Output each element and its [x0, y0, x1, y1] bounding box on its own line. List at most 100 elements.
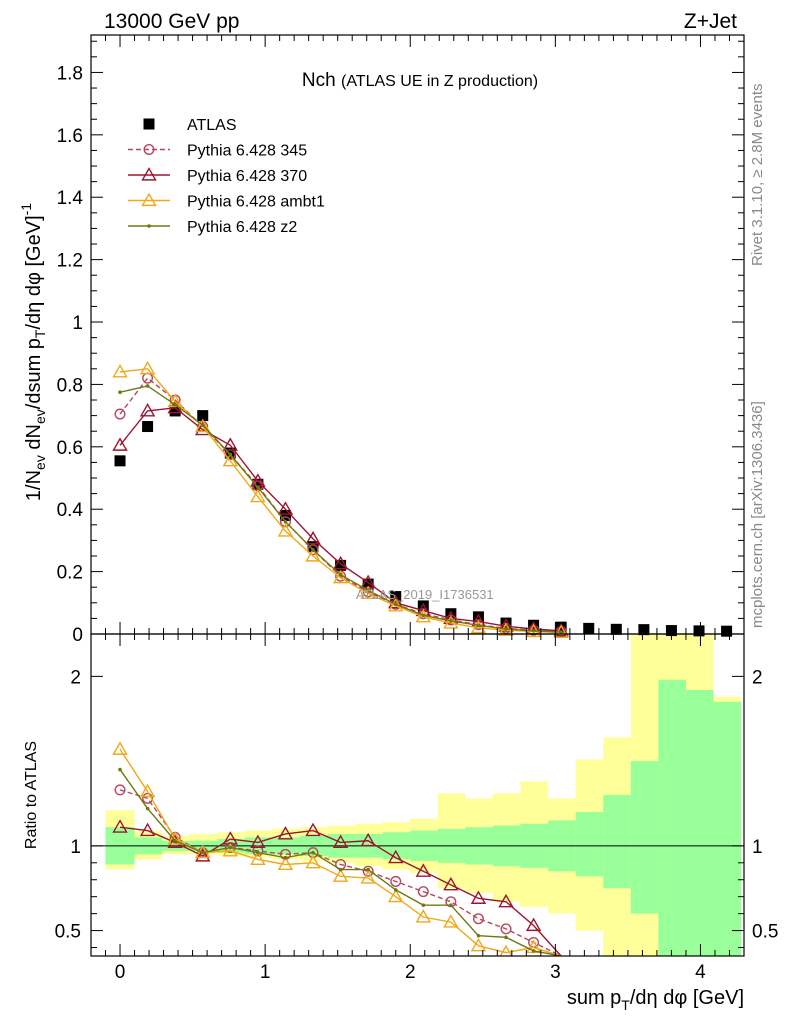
- ratio-data-point: [305, 854, 321, 869]
- main-data-point: [421, 613, 426, 618]
- ratio-stat-band-bin: [630, 761, 659, 914]
- main-data-point: [335, 559, 347, 571]
- y-axis-label-main: 1/Nev dNev/dsum pT/dη dφ [GeV]-1: [18, 203, 48, 501]
- main-data-point: [169, 405, 181, 417]
- main-data-point: [139, 360, 156, 375]
- ratio-data-point: [393, 888, 398, 892]
- main-data-point: [443, 615, 459, 629]
- y-axis-label-ratio: Ratio to ATLAS: [23, 741, 40, 849]
- ratio-y-tick-label-left: 2: [70, 667, 81, 688]
- main-data-point: [693, 625, 705, 637]
- ratio-data-point: [360, 832, 376, 847]
- legend-label: Pythia 6.428 ambt1: [187, 194, 325, 211]
- main-data-point: [112, 364, 128, 378]
- main-data-point: [222, 437, 239, 451]
- x-axis-label: sum pT/dη dφ [GeV]: [567, 987, 744, 1013]
- ratio-data-point: [139, 822, 156, 837]
- main-data-point: [531, 629, 536, 633]
- main-series-pythia-6-428-z2: [118, 384, 563, 634]
- main-series-pythia-6-428-370: [112, 399, 569, 637]
- ratio-data-point: [415, 909, 432, 923]
- main-series-pythia-6-428-ambt1: [112, 360, 569, 639]
- main-data-point: [197, 410, 209, 422]
- ratio-data-point: [443, 876, 459, 891]
- main-data-point: [449, 619, 453, 623]
- ratio-data-point: [118, 767, 122, 772]
- ratio-y-tick-label-right: 2: [752, 667, 763, 688]
- main-series-pythia-6-428-345: [114, 372, 567, 638]
- main-data-point: [142, 421, 154, 433]
- main-data-point: [112, 437, 128, 451]
- main-data-point: [283, 519, 288, 524]
- ratio-data-point: [277, 856, 294, 871]
- main-data-point: [307, 544, 319, 556]
- ratio-data-point: [256, 850, 260, 855]
- legend-label: ATLAS: [187, 117, 237, 134]
- main-panel-layer: ATLAS_2019_I1736531 ATLAS Pythia 6.428 345…: [112, 117, 733, 639]
- ratio-series-pythia-6-428-370: [112, 819, 562, 956]
- ratio-data-point: [311, 850, 315, 855]
- ratio-data-point: [525, 917, 542, 932]
- ratio-data-point: [114, 784, 126, 796]
- ratio-data-point: [421, 903, 426, 907]
- legend: ATLAS Pythia 6.428 345 Pythia 6.428 370 Pyt…: [128, 117, 325, 236]
- ratio-data-point: [173, 838, 177, 843]
- legend-label: Pythia 6.428 345: [187, 143, 307, 160]
- ratio-data-point: [504, 935, 508, 940]
- main-data-point: [472, 611, 484, 623]
- ratio-data-point: [305, 822, 321, 837]
- ratio-data-point: [470, 890, 487, 904]
- x-tick-label: 1: [260, 962, 271, 983]
- main-data-point: [277, 523, 294, 537]
- legend-item: Pythia 6.428 370: [128, 167, 307, 185]
- legend-marker: [141, 192, 157, 207]
- main-data-point: [305, 548, 321, 562]
- ratio-data-point: [200, 850, 205, 855]
- ratio-data-point: [252, 845, 264, 857]
- main-y-tick-label: 0.6: [57, 438, 83, 459]
- main-data-point: [417, 600, 429, 612]
- x-tick-label: 3: [550, 962, 561, 983]
- ratio-data-point: [531, 949, 536, 953]
- legend-item: Pythia 6.428 345: [128, 143, 307, 160]
- axes-layer: 0.2 0.4 0.6 0.8 1 1.2 1.4 1.6 1.8 0.5 0.5 1 1 2 2 0 1 2 3 4…: [55, 34, 778, 983]
- main-data-point: [362, 578, 374, 590]
- main-data-point: [114, 408, 126, 420]
- ratio-data-point: [449, 903, 453, 907]
- legend-marker: [143, 143, 155, 155]
- ratio-data-point: [250, 851, 266, 865]
- watermark: ATLAS_2019_I1736531: [356, 587, 494, 602]
- main-data-point: [279, 516, 291, 528]
- main-data-point: [200, 423, 205, 427]
- ratio-series-group: [112, 741, 562, 956]
- ratio-data-point: [390, 875, 402, 887]
- main-data-point: [445, 608, 457, 620]
- ratio-data-point: [277, 826, 294, 840]
- ratio-data-point: [472, 913, 484, 925]
- main-y-tick-label: 0.4: [57, 500, 84, 521]
- main-y-tick-label: 1.2: [57, 251, 83, 272]
- main-series-line: [119, 368, 562, 634]
- main-y-tick-label: 1.6: [57, 126, 83, 147]
- main-data-point: [256, 485, 260, 490]
- main-data-point: [504, 627, 508, 631]
- ratio-y-tick-label-right: 1: [752, 837, 763, 858]
- ratio-data-point: [499, 944, 513, 956]
- ratio-panel-layer: [112, 741, 562, 956]
- ratio-data-point: [417, 886, 429, 898]
- main-data-point: [222, 452, 239, 467]
- ratio-data-point: [224, 842, 236, 854]
- main-y-tick-label: 1: [72, 313, 83, 334]
- main-data-point: [393, 602, 398, 607]
- legend-marker: [147, 224, 151, 228]
- main-y-tick-label: 0.8: [57, 375, 83, 396]
- legend-marker: [141, 167, 157, 181]
- chart-title: Nch (ATLAS UE in Z production): [302, 70, 538, 91]
- main-data-point: [476, 623, 481, 628]
- main-data-point: [114, 455, 126, 467]
- ratio-data-point: [498, 893, 514, 908]
- x-tick-label: 4: [695, 962, 706, 983]
- main-y-tick-label: 1.4: [57, 188, 84, 209]
- main-data-point: [173, 402, 177, 407]
- ratio-data-point: [222, 843, 239, 857]
